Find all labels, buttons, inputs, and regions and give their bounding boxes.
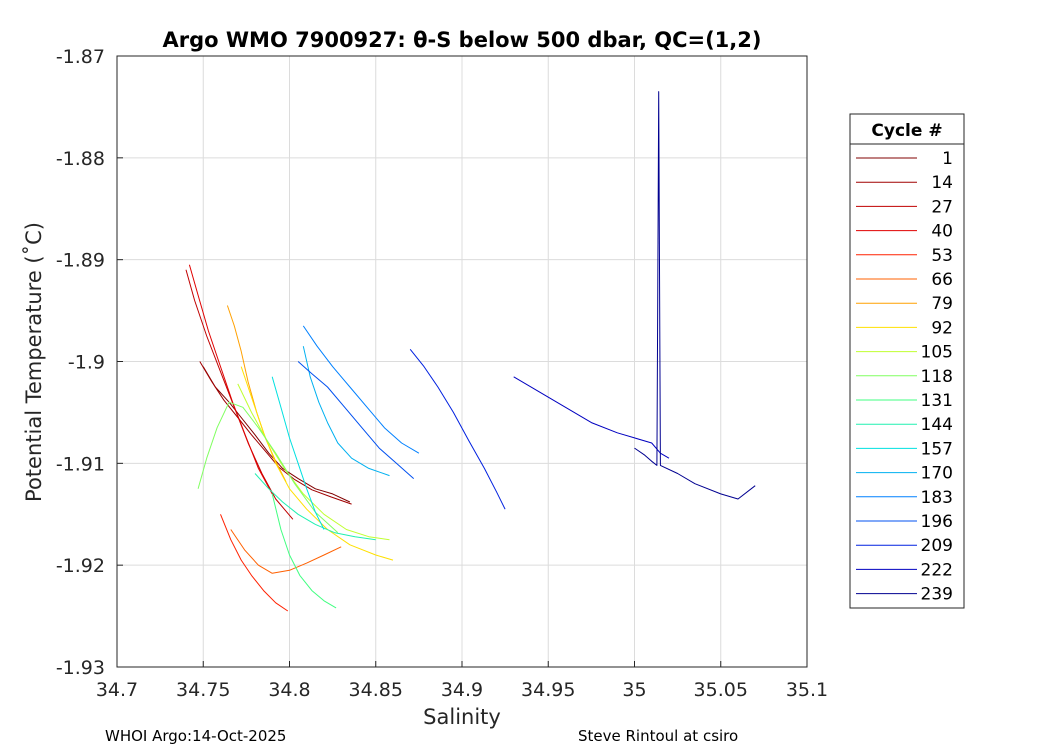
legend-label: 170 [921, 464, 953, 484]
x-tick-label: 34.85 [349, 679, 403, 701]
series-line-cycle-209 [409, 348, 506, 510]
series-line-cycle-118 [197, 401, 339, 533]
x-tick-label: 34.9 [441, 679, 483, 701]
x-tick-label: 34.7 [96, 679, 138, 701]
x-tick-label: 34.8 [268, 679, 310, 701]
series-line-cycle-66 [230, 529, 342, 574]
x-axis-label: Salinity [423, 705, 501, 729]
x-tick-label: 35.05 [694, 679, 748, 701]
legend-label: 79 [931, 294, 953, 314]
y-tick-label: -1.93 [56, 657, 105, 679]
legend-label: 66 [931, 270, 953, 290]
x-tick-label: 35 [622, 679, 646, 701]
legend-label: 209 [921, 536, 953, 556]
legend-label: 105 [921, 343, 953, 363]
y-axis-label: Potential Temperature (˚C) [22, 222, 46, 502]
x-tick-label: 34.95 [521, 679, 575, 701]
series-line-cycle-144 [254, 473, 376, 541]
legend-label: 53 [931, 246, 953, 266]
y-tick-label: -1.91 [56, 453, 105, 475]
footer-credit: Steve Rintoul at csiro [578, 727, 738, 745]
series-line-cycle-170 [302, 346, 390, 477]
series-line-cycle-183 [302, 325, 420, 454]
y-tick-label: -1.9 [68, 352, 105, 374]
legend-title: Cycle # [871, 121, 942, 141]
y-tick-label: -1.87 [56, 46, 105, 68]
legend-label: 144 [921, 415, 953, 435]
legend-label: 118 [921, 367, 953, 387]
legend-label: 183 [921, 488, 953, 508]
legend-label: 157 [921, 439, 953, 459]
series-line-cycle-131 [271, 493, 337, 609]
series-line-cycle-92 [240, 366, 394, 561]
legend-label: 40 [931, 222, 953, 242]
series-layer [185, 91, 756, 612]
plot-axes: 34.7 34.75 34.8 34.85 34.9 34.95 35 35.05 35.1 -… [56, 46, 828, 701]
legend-label: 196 [921, 512, 953, 532]
footer-source: WHOI Argo:14-Oct-2025 [105, 727, 286, 745]
series-line-cycle-1 [202, 366, 351, 503]
legend-box [849, 113, 965, 609]
grid [117, 56, 807, 667]
series-line-cycle-40 [188, 264, 273, 495]
series-line-cycle-239 [634, 91, 756, 500]
y-tick-label: -1.88 [56, 148, 105, 170]
chart-title: Argo WMO 7900927: θ-S below 500 dbar, QC… [163, 28, 762, 52]
series-line-cycle-105 [237, 383, 390, 541]
series-line-cycle-79 [226, 305, 287, 482]
legend-label: 222 [921, 560, 953, 580]
legend-label: 131 [921, 391, 953, 411]
legend-entries: 1 14 27 40 53 66 79 92 105 118 131 144 157 170 183 196 2… [856, 149, 953, 605]
x-tick-label: 34.75 [176, 679, 230, 701]
series-line-cycle-157 [271, 376, 325, 530]
series-line-cycle-53 [220, 514, 289, 612]
y-tick-label: -1.92 [56, 555, 105, 577]
series-line-cycle-196 [297, 361, 415, 479]
legend: Cycle # 1 14 27 40 53 66 79 92 105 118 131 144 157 17… [849, 113, 965, 609]
series-line-cycle-222 [513, 376, 670, 459]
legend-label: 1 [942, 149, 953, 169]
x-tick-label: 35.1 [786, 679, 828, 701]
legend-label: 92 [931, 318, 953, 338]
legend-label: 27 [931, 197, 953, 217]
y-tick-label: -1.89 [56, 250, 105, 272]
legend-label: 14 [931, 173, 953, 193]
legend-label: 239 [921, 585, 953, 605]
x-tick-labels: 34.7 34.75 34.8 34.85 34.9 34.95 35 35.05 35.1 [96, 661, 828, 701]
y-tick-labels: -1.93 -1.92 -1.91 -1.9 -1.89 -1.88 -1.87 [56, 46, 123, 679]
series-line-cycle-14 [199, 361, 352, 505]
